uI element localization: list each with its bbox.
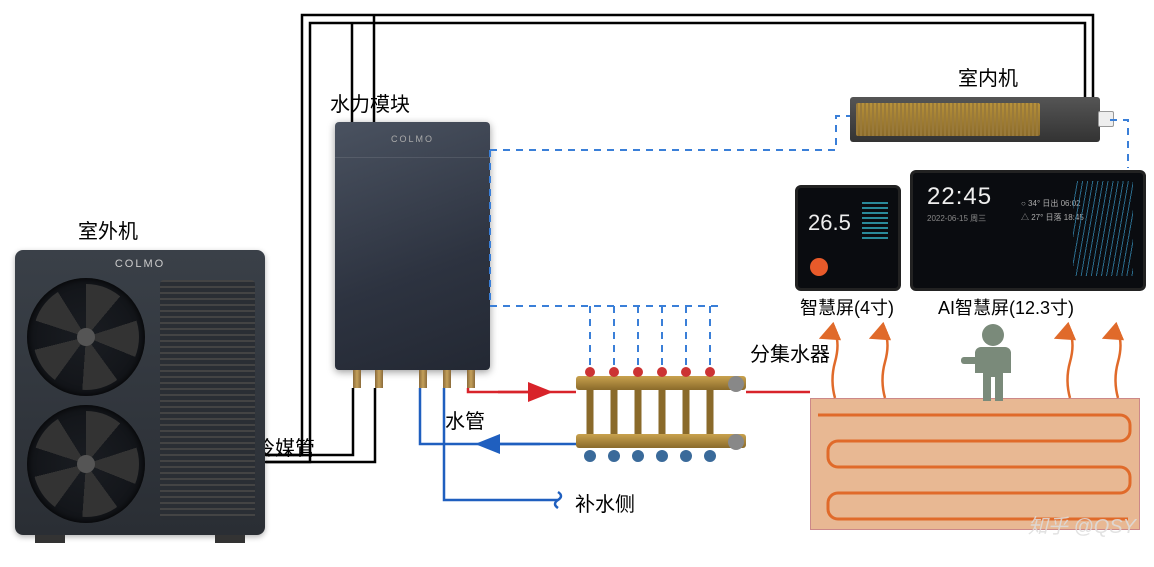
hydro-port bbox=[353, 370, 361, 388]
hydraulic-module: COLMO bbox=[335, 122, 490, 370]
brand-text: COLMO bbox=[115, 258, 165, 270]
label-waterpipe: 水管 bbox=[445, 405, 485, 434]
diagram-canvas: 室外机 水力模块 室内机 智慧屏(4寸) AI智慧屏(12.3寸) 分集水器 冷… bbox=[0, 0, 1154, 567]
smart-screen-12: 22:45 2022-06-15 周三 ○ 34° 日出 06:02△ 27° … bbox=[910, 170, 1146, 291]
foot bbox=[215, 535, 245, 543]
label-screen12: AI智慧屏(12.3寸) bbox=[938, 294, 1074, 320]
outdoor-grille bbox=[160, 280, 255, 520]
foot bbox=[35, 535, 65, 543]
smart-screen-4: 26.5 bbox=[795, 185, 901, 291]
fan-icon bbox=[27, 405, 145, 523]
hydro-port bbox=[375, 370, 383, 388]
manifold-supply-rail bbox=[576, 376, 746, 390]
hydro-port bbox=[467, 370, 475, 388]
label-indoor: 室内机 bbox=[958, 62, 1018, 91]
person-icon bbox=[961, 324, 1011, 401]
water-manifold bbox=[576, 370, 746, 465]
label-hydro: 水力模块 bbox=[330, 88, 410, 117]
brand-text: COLMO bbox=[391, 134, 434, 144]
watermark: 知乎 @QSY bbox=[1028, 510, 1136, 539]
fan-icon bbox=[27, 278, 145, 396]
label-screen4: 智慧屏(4寸) bbox=[800, 294, 894, 320]
screen4-temp: 26.5 bbox=[808, 210, 851, 236]
screen12-rain-icon bbox=[1073, 181, 1133, 276]
label-manifold: 分集水器 bbox=[750, 338, 830, 367]
hydro-port bbox=[419, 370, 427, 388]
label-makeup: 补水侧 bbox=[575, 488, 635, 517]
indoor-unit bbox=[850, 97, 1100, 142]
manifold-return-rail bbox=[576, 434, 746, 448]
label-outdoor: 室外机 bbox=[78, 215, 138, 244]
outdoor-unit: COLMO bbox=[15, 250, 265, 535]
screen12-time: 22:45 bbox=[927, 183, 992, 211]
screen12-date: 2022-06-15 周三 bbox=[927, 213, 986, 224]
hydro-port bbox=[443, 370, 451, 388]
screen4-bars-icon bbox=[862, 202, 888, 242]
screen4-mode-icon bbox=[810, 258, 828, 276]
